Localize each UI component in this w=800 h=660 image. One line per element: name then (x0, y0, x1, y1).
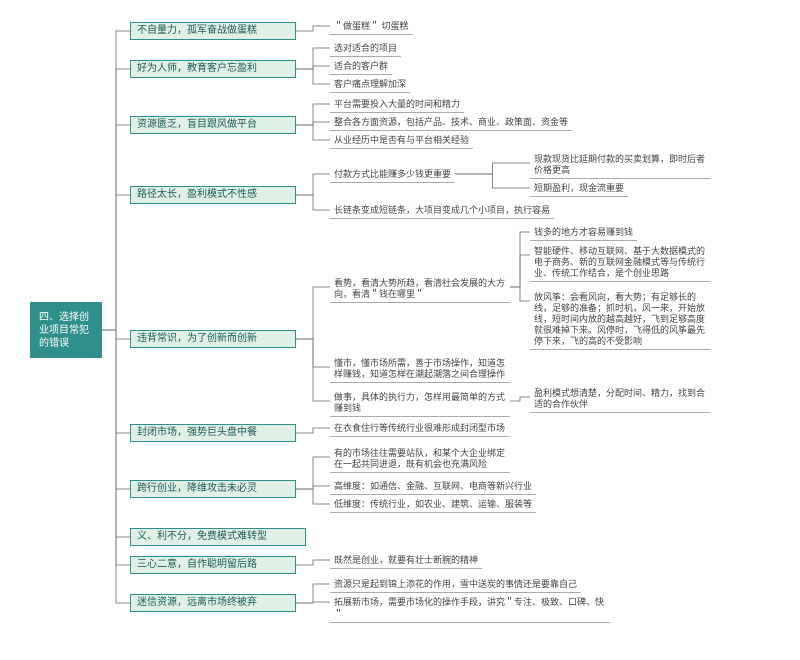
category-c2: 好为人师，教育客户忘盈利 (130, 60, 296, 78)
root-node: 四、选择创业项目常犯的错误 (30, 302, 102, 358)
leaf-c3-1: 整合各方面资源，包括产品、技术、商业、政策面、资金等 (330, 114, 572, 131)
leaf-c4-0: 付款方式比能赚多少钱更重要 (330, 166, 455, 183)
leaf-c5-2-0: 盈利模式想清楚，分配时间、精力，找到合适的合作伙伴 (530, 386, 710, 413)
leaf-c3-0: 平台需要投入大量的时间和精力 (330, 96, 464, 113)
leaf-c6-0: 在衣食住行等传统行业很难形成封闭型市场 (330, 420, 509, 437)
leaf-c2-2: 客户痛点理解加深 (330, 76, 410, 93)
category-c5: 违背常识，为了创新而创新 (130, 330, 296, 348)
category-c6: 封闭市场，强势巨头盘中餐 (130, 424, 296, 442)
leaf-c5-0-0: 钱多的地方才容易赚到钱 (530, 224, 637, 241)
leaf-c9-0: 既然是创业，就要有壮士断腕的精神 (330, 552, 482, 569)
leaf-c5-0-2: 放风筝：会看风向，看大势；有足够长的线，足够的准备；抓时机，风一来，开始放线，短… (530, 290, 710, 350)
category-c4: 路径太长，盈利模式不性感 (130, 186, 296, 204)
leaf-c5-0-1: 智能硬件、移动互联网、基于大数据模式的电子商务、新的互联网金融模式等与传统行业、… (530, 244, 710, 282)
leaf-c5-2: 做事，具体的执行力，怎样用最简单的方式赚到钱 (330, 390, 510, 417)
leaf-c7-1: 高维度：如通信、金融、互联网、电商等新兴行业 (330, 478, 536, 495)
category-c8: 义、利不分，免费模式难转型 (130, 528, 306, 546)
leaf-c10-0: 资源只是起到锦上添花的作用，雪中送炭的事情还是要靠自己 (330, 576, 581, 593)
category-c9: 三心二意，自作聪明留后路 (130, 556, 296, 574)
category-c10: 迷信资源，远离市场终被弃 (130, 594, 296, 612)
category-c7: 跨行创业，降维攻击未必灵 (130, 480, 296, 498)
leaf-c3-2: 从业经历中是否有与平台相关经验 (330, 132, 473, 149)
leaf-c4-0-1: 短期盈利，现金流重要 (530, 180, 628, 197)
leaf-c2-0: 选对适合的项目 (330, 40, 401, 57)
leaf-c7-0: 有的市场往往需要站队，和某个大企业绑定在一起共同进退，既有机会也充满风险 (330, 446, 510, 473)
category-c1: 不自量力，孤军奋战做蛋糕 (130, 22, 296, 40)
leaf-c4-1: 长链条变成短链条，大项目变成几个小项目，执行容易 (330, 202, 554, 219)
category-c3: 资源匮乏，盲目跟风做平台 (130, 116, 296, 134)
leaf-c5-1: 懂市，懂市场所需，善于市场操作，知道怎样赚钱，知道怎样在潮起潮落之间合理操作 (330, 356, 510, 383)
leaf-c5-0: 看势，看清大势所趋，看清社会发展的大方向，看清＂钱在哪里＂ (330, 276, 510, 303)
leaf-c7-2: 低维度：传统行业，如农业、建筑、运输、服装等 (330, 496, 536, 513)
leaf-c2-1: 适合的客户群 (330, 58, 392, 75)
leaf-c1-0: ＂做蛋糕＂ 切蛋糕 (330, 18, 413, 35)
leaf-c10-1: 拓展新市场，需要市场化的操作手段，讲究＂专注、极致、口碑、快＂ (330, 594, 610, 623)
leaf-c4-0-0: 现款现货比延期付款的买卖划算，即时后者价格更高 (530, 152, 710, 179)
